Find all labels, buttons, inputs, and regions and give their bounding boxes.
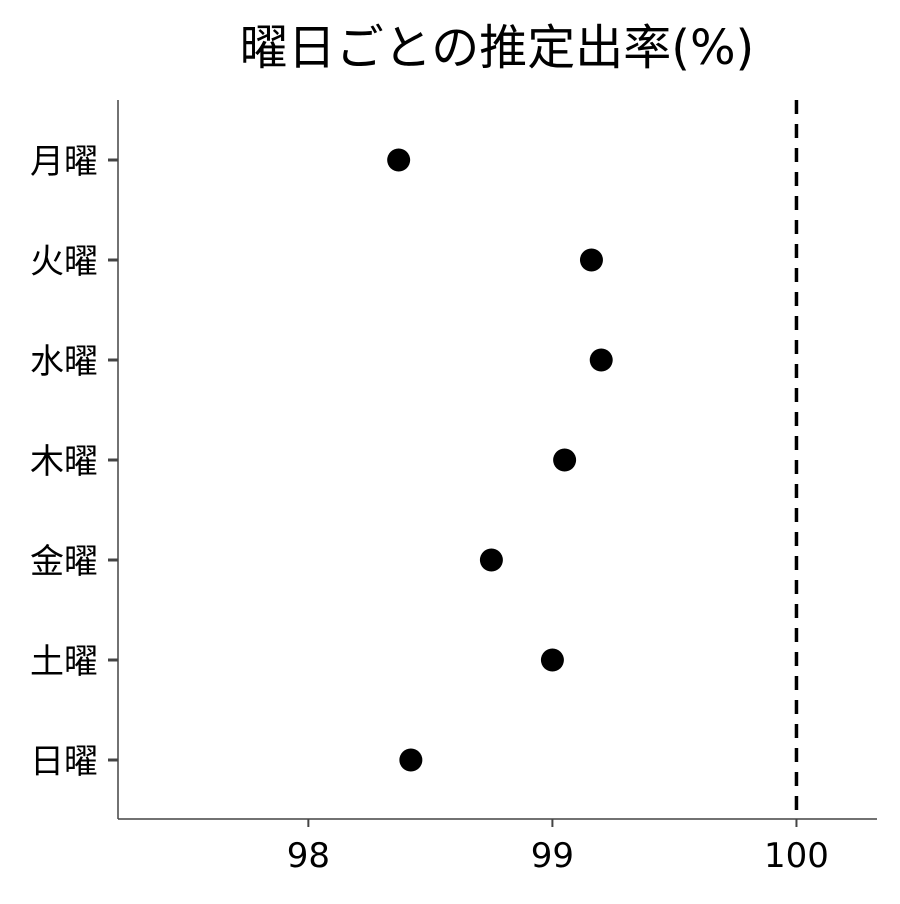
y-tick-label: 土曜 [30,642,98,682]
data-point [579,248,603,272]
x-axis-ticks: 98 99 100 [287,819,829,876]
y-tick-label: 木曜 [30,442,98,482]
axes [117,100,877,820]
y-tick-label: 金曜 [30,542,98,582]
y-tick-label: 月曜 [30,142,98,182]
chart-title: 曜日ごとの推定出率(%) [240,20,755,76]
data-point [540,648,564,672]
data-point [479,548,503,572]
y-tick-label: 日曜 [30,742,98,782]
data-point [553,448,577,472]
y-tick-label: 火曜 [30,242,98,282]
data-point [387,148,411,172]
y-tick-label: 水曜 [30,342,98,382]
x-tick-label: 99 [531,836,574,876]
data-point [589,348,613,372]
x-tick-label: 100 [764,836,829,876]
data-points [387,148,613,772]
x-tick-label: 98 [287,836,330,876]
data-point [399,748,423,772]
